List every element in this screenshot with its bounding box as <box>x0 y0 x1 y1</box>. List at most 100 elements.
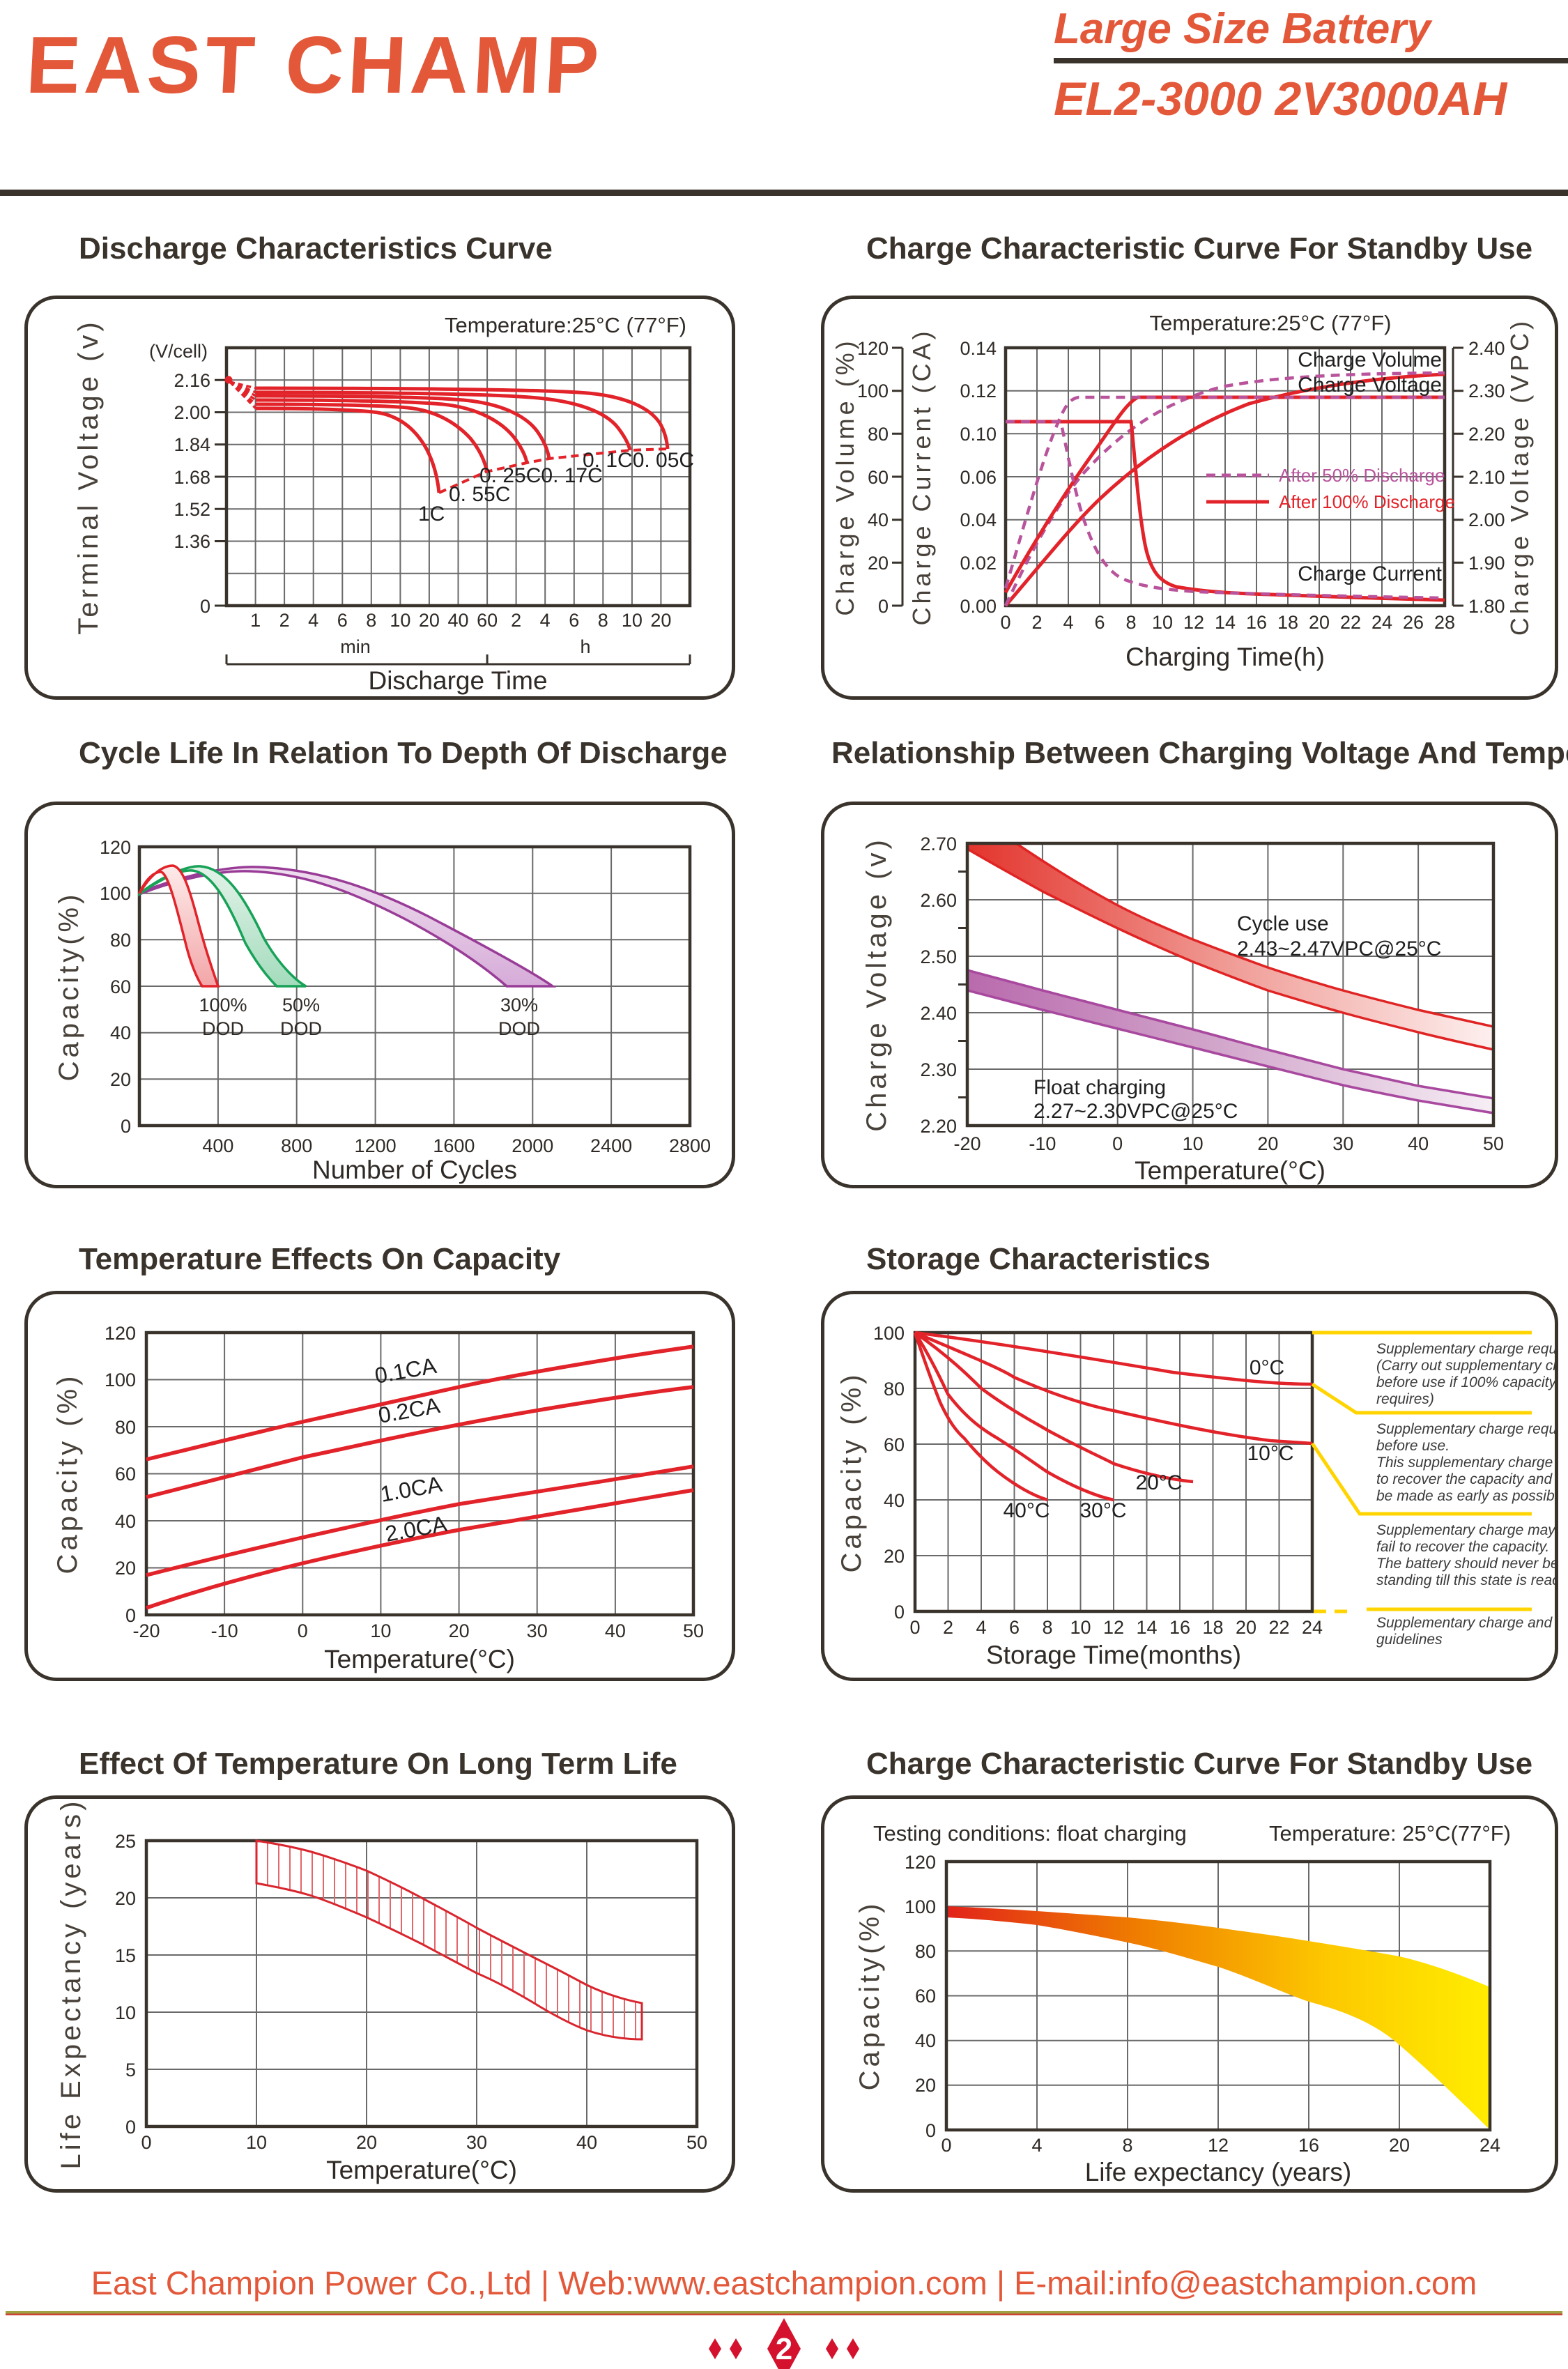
x-tick-label: 30 <box>466 2132 487 2153</box>
voltage-tick: 1.90 <box>1468 553 1505 574</box>
discharge-curve-set <box>255 386 670 493</box>
x-tick-label: 12 <box>1103 1617 1124 1638</box>
y-tick-label: 20 <box>884 1546 905 1567</box>
x-tick-labels: 0 2 4 6 8 10 12 14 16 18 20 22 24 <box>909 1617 1323 1638</box>
y-tick-label: 1.68 <box>174 467 210 488</box>
x-tick-labels: 0 2 4 6 8 10 12 14 16 18 20 22 24 26 28 <box>1000 612 1455 633</box>
cycle-life-svg: 120 100 80 60 40 20 0 400 800 1200 1600 … <box>54 837 711 1184</box>
current-tick-labels: 0.14 0.12 0.10 0.06 0.04 0.02 0.00 <box>960 338 997 617</box>
plot-frame <box>1004 346 1447 608</box>
annotation-line: The battery should never be left <box>1376 1556 1555 1572</box>
temperature-note: Temperature: 25°C(77°F) <box>1269 1821 1511 1846</box>
curve-labels: 0.1CA 0.2CA 1.0CA 2.0CA <box>373 1353 449 1547</box>
curve-label-1c: 1C <box>418 503 445 526</box>
x-tick-label: 10 <box>1070 1617 1091 1638</box>
x-tick-label: 60 <box>477 610 498 631</box>
small-diamond-icon <box>730 2338 742 2359</box>
curve-0.25c <box>255 398 529 463</box>
volume-after-100 <box>1004 372 1445 607</box>
y-tick-label: 60 <box>115 1464 136 1485</box>
chart-title: Storage Characteristics <box>866 1242 1210 1276</box>
chart-title: Charge Characteristic Curve For Standby … <box>866 1747 1533 1781</box>
x-tick-label: 0 <box>1000 612 1010 633</box>
curve-0.55c <box>255 402 489 473</box>
label-20c: 20°C <box>1135 1471 1182 1494</box>
label-0c: 0°C <box>1250 1356 1284 1379</box>
x-tick-label: 8 <box>1122 2135 1132 2156</box>
y-tick-label: 2.16 <box>174 370 210 391</box>
x-axis-title: Temperature(°C) <box>326 2156 517 2184</box>
volume-tick: 20 <box>868 553 889 574</box>
curve-0.1ca <box>146 1344 694 1462</box>
label-10c: 10°C <box>1247 1442 1293 1465</box>
x-tick-label: 12 <box>1183 612 1204 633</box>
x-tick-label: 24 <box>1479 2135 1500 2156</box>
x-axis-title: Temperature(°C) <box>324 1645 515 1673</box>
voltage-tick: 2.10 <box>1468 467 1505 488</box>
label-40c: 40°C <box>1003 1499 1050 1522</box>
curve-label-055c: 0. 55C <box>449 483 510 506</box>
guide-line-2 <box>1311 1382 1532 1415</box>
curve-30c <box>914 1331 1114 1502</box>
volume-tick: 60 <box>868 467 889 488</box>
chart-charge-characteristic: 120 100 80 60 40 20 0 0.14 0.12 0.10 0.0… <box>821 296 1558 700</box>
x-tick-label: 50 <box>686 2132 707 2153</box>
x-tick-label: 6 <box>1094 612 1105 633</box>
annotation-line: This supplementary charge will help <box>1376 1455 1555 1471</box>
y-axis-title: Capacity(%) <box>54 891 84 1082</box>
x-axis-title: Storage Time(months) <box>986 1641 1241 1669</box>
curve-2.0ca <box>146 1488 694 1610</box>
float-charging-label: Float charging <box>1033 1076 1166 1099</box>
band-100-dod <box>138 864 220 988</box>
x-tick-label: 28 <box>1434 612 1455 633</box>
volume-tick: 40 <box>868 509 889 530</box>
x-group-label-min: min <box>340 636 371 657</box>
footer-divider <box>6 2311 1562 2315</box>
x-tick-label: 1 <box>250 610 261 631</box>
x-tick-label: 16 <box>1298 2135 1319 2156</box>
x-tick-label: 0 <box>941 2135 951 2156</box>
y-tick-label: 15 <box>115 1945 136 1966</box>
chart-voltage-temperature: 2.70 2.60 2.50 2.40 2.30 2.20 -20 -10 0 … <box>821 802 1558 1188</box>
x-tick-label: 4 <box>540 610 551 631</box>
plot-frame <box>137 845 692 1128</box>
x-axis-title: Discharge Time <box>368 666 547 695</box>
legend: After 50% Discharge After 100% Discharge <box>1206 465 1455 512</box>
y-tick-label: 60 <box>110 976 131 997</box>
chart-title: Discharge Characteristics Curve <box>79 231 553 266</box>
y-tick-label: 1.84 <box>174 434 210 455</box>
curve-0.1c <box>255 390 632 451</box>
chart-title: Charge Characteristic Curve For Standby … <box>866 231 1533 266</box>
x-tick-label: 24 <box>1302 1617 1323 1638</box>
x-axis-title: Temperature(°C) <box>1135 1156 1325 1185</box>
y-minor-ticks <box>958 871 967 1098</box>
voltage-tick: 2.40 <box>1468 338 1505 359</box>
x-tick-label: 8 <box>598 610 608 631</box>
dod-labels: 100% DOD 50% DOD 30% DOD <box>199 995 540 1039</box>
x-tick-label: 0 <box>298 1620 308 1641</box>
charge-chart-svg: 120 100 80 60 40 20 0 0.14 0.12 0.10 0.0… <box>831 311 1534 671</box>
current-tick: 0.04 <box>960 509 997 530</box>
y-unit-note: (V/cell) <box>149 341 208 362</box>
chart-cycle-life: 120 100 80 60 40 20 0 400 800 1200 1600 … <box>24 802 735 1188</box>
x-tick-labels: 0 10 20 30 40 50 <box>141 2132 707 2153</box>
y-tick-labels: 100 80 60 40 20 0 <box>873 1323 905 1623</box>
page-diamond-icon <box>767 2318 801 2369</box>
annotation-line: standing till this state is reached <box>1376 1572 1555 1588</box>
x-tick-label: 2 <box>1031 612 1042 633</box>
x-tick-label: 2800 <box>669 1135 711 1156</box>
y-tick-labels: 25 20 15 10 5 0 <box>115 1831 136 2138</box>
x-tick-label: 26 <box>1403 612 1424 633</box>
curve-40c <box>913 1332 1048 1502</box>
y-axis-title: Capacity(%) <box>854 1901 885 2091</box>
volume-tick: 80 <box>868 424 889 445</box>
y-axis-title: Life Expectancy (years) <box>56 1799 86 2169</box>
dod-label-50b: DOD <box>280 1018 322 1039</box>
temp-capacity-svg: 0.1CA 0.2CA 1.0CA 2.0CA 120 100 80 60 40… <box>52 1323 704 1673</box>
y-tick-label: 60 <box>915 1986 936 2007</box>
x-tick-label: 8 <box>1125 612 1136 633</box>
x-tick-label: 4 <box>308 610 318 631</box>
chart-title: Relationship Between Charging Voltage An… <box>831 736 1568 770</box>
y-tick-label: 20 <box>110 1069 131 1090</box>
annotation-line: Supplementary charge may often <box>1376 1522 1555 1538</box>
